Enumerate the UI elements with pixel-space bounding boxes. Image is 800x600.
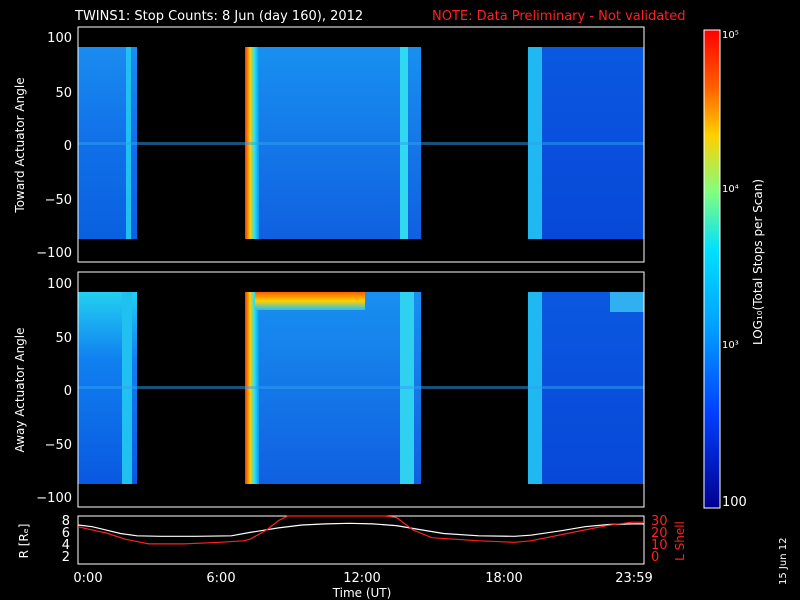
time-xtick: 23:59 [615,571,652,586]
orbit-left-ytick: 2 [62,550,70,565]
away-zero-stripe [78,386,644,389]
time-xlabel: Time (UT) [332,586,392,600]
time-xticks: 0:00 6:00 12:00 18:00 23:59 [73,571,652,586]
orbit-right-ytick: 30 [651,514,668,529]
colorbar-tick: 10³ [722,340,739,351]
toward-ytick: 100 [47,31,72,46]
colorbar-tick: 10⁴ [722,184,739,195]
date-stamp: 15 Jun 12 [778,538,789,585]
toward-ytick: −100 [36,246,72,261]
orbit-right-yticks: 30 20 10 0 [651,514,668,565]
orbit-right-ylabel: L Shell [673,521,687,561]
toward-ylabel: Toward Actuator Angle [13,77,27,213]
toward-ytick: 0 [64,139,72,154]
orbit-left-ytick: 8 [62,514,70,529]
away-block-2-hot-top [255,292,365,310]
orbit-left-ytick: 6 [62,526,70,541]
away-ytick: 0 [64,384,72,399]
colorbar-ticks: 10⁵ 10⁴ 10³ 100 [722,30,747,510]
orbit-right-ytick: 20 [651,526,668,541]
toward-zero-stripe [78,142,644,145]
toward-ytick: −50 [45,193,72,208]
away-block-3-top-corner [610,292,644,312]
time-xtick: 0:00 [73,571,102,586]
chart-title: TWINS1: Stop Counts: 8 Jun (day 160), 20… [74,9,363,24]
colorbar-tick: 10⁵ [722,30,739,41]
orbit-right-ytick: 0 [651,550,659,565]
orbit-right-ytick: 10 [651,538,668,553]
time-xtick: 6:00 [206,571,235,586]
time-xtick: 18:00 [485,571,522,586]
toward-ytick: 50 [55,86,72,101]
orbit-left-yticks: 8 6 4 2 [62,514,70,565]
away-ytick: 100 [47,277,72,292]
orbit-left-ylabel: R [Rₑ] [17,524,31,559]
orbit-left-ytick: 4 [62,538,70,553]
preliminary-note: NOTE: Data Preliminary - Not validated [432,9,686,24]
time-xtick: 12:00 [343,571,380,586]
colorbar-label: LOG₁₀(Total Stops per Scan) [751,179,765,345]
colorbar-tick: 100 [722,495,747,510]
away-panel [78,292,644,484]
colorbar [703,29,721,509]
away-ytick: −100 [36,491,72,506]
away-yticks: 100 50 0 −50 −100 [36,277,72,506]
toward-axes-frame [77,26,645,263]
orbit-series-l [77,515,644,545]
toward-yticks: 100 50 0 −50 −100 [36,31,72,261]
orbit-series-r [77,522,644,537]
away-ylabel: Away Actuator Angle [13,327,27,452]
away-ytick: 50 [55,331,72,346]
toward-panel [78,47,644,239]
orbit-lines [77,515,644,545]
away-ytick: −50 [45,438,72,453]
away-axes-frame [77,271,645,508]
